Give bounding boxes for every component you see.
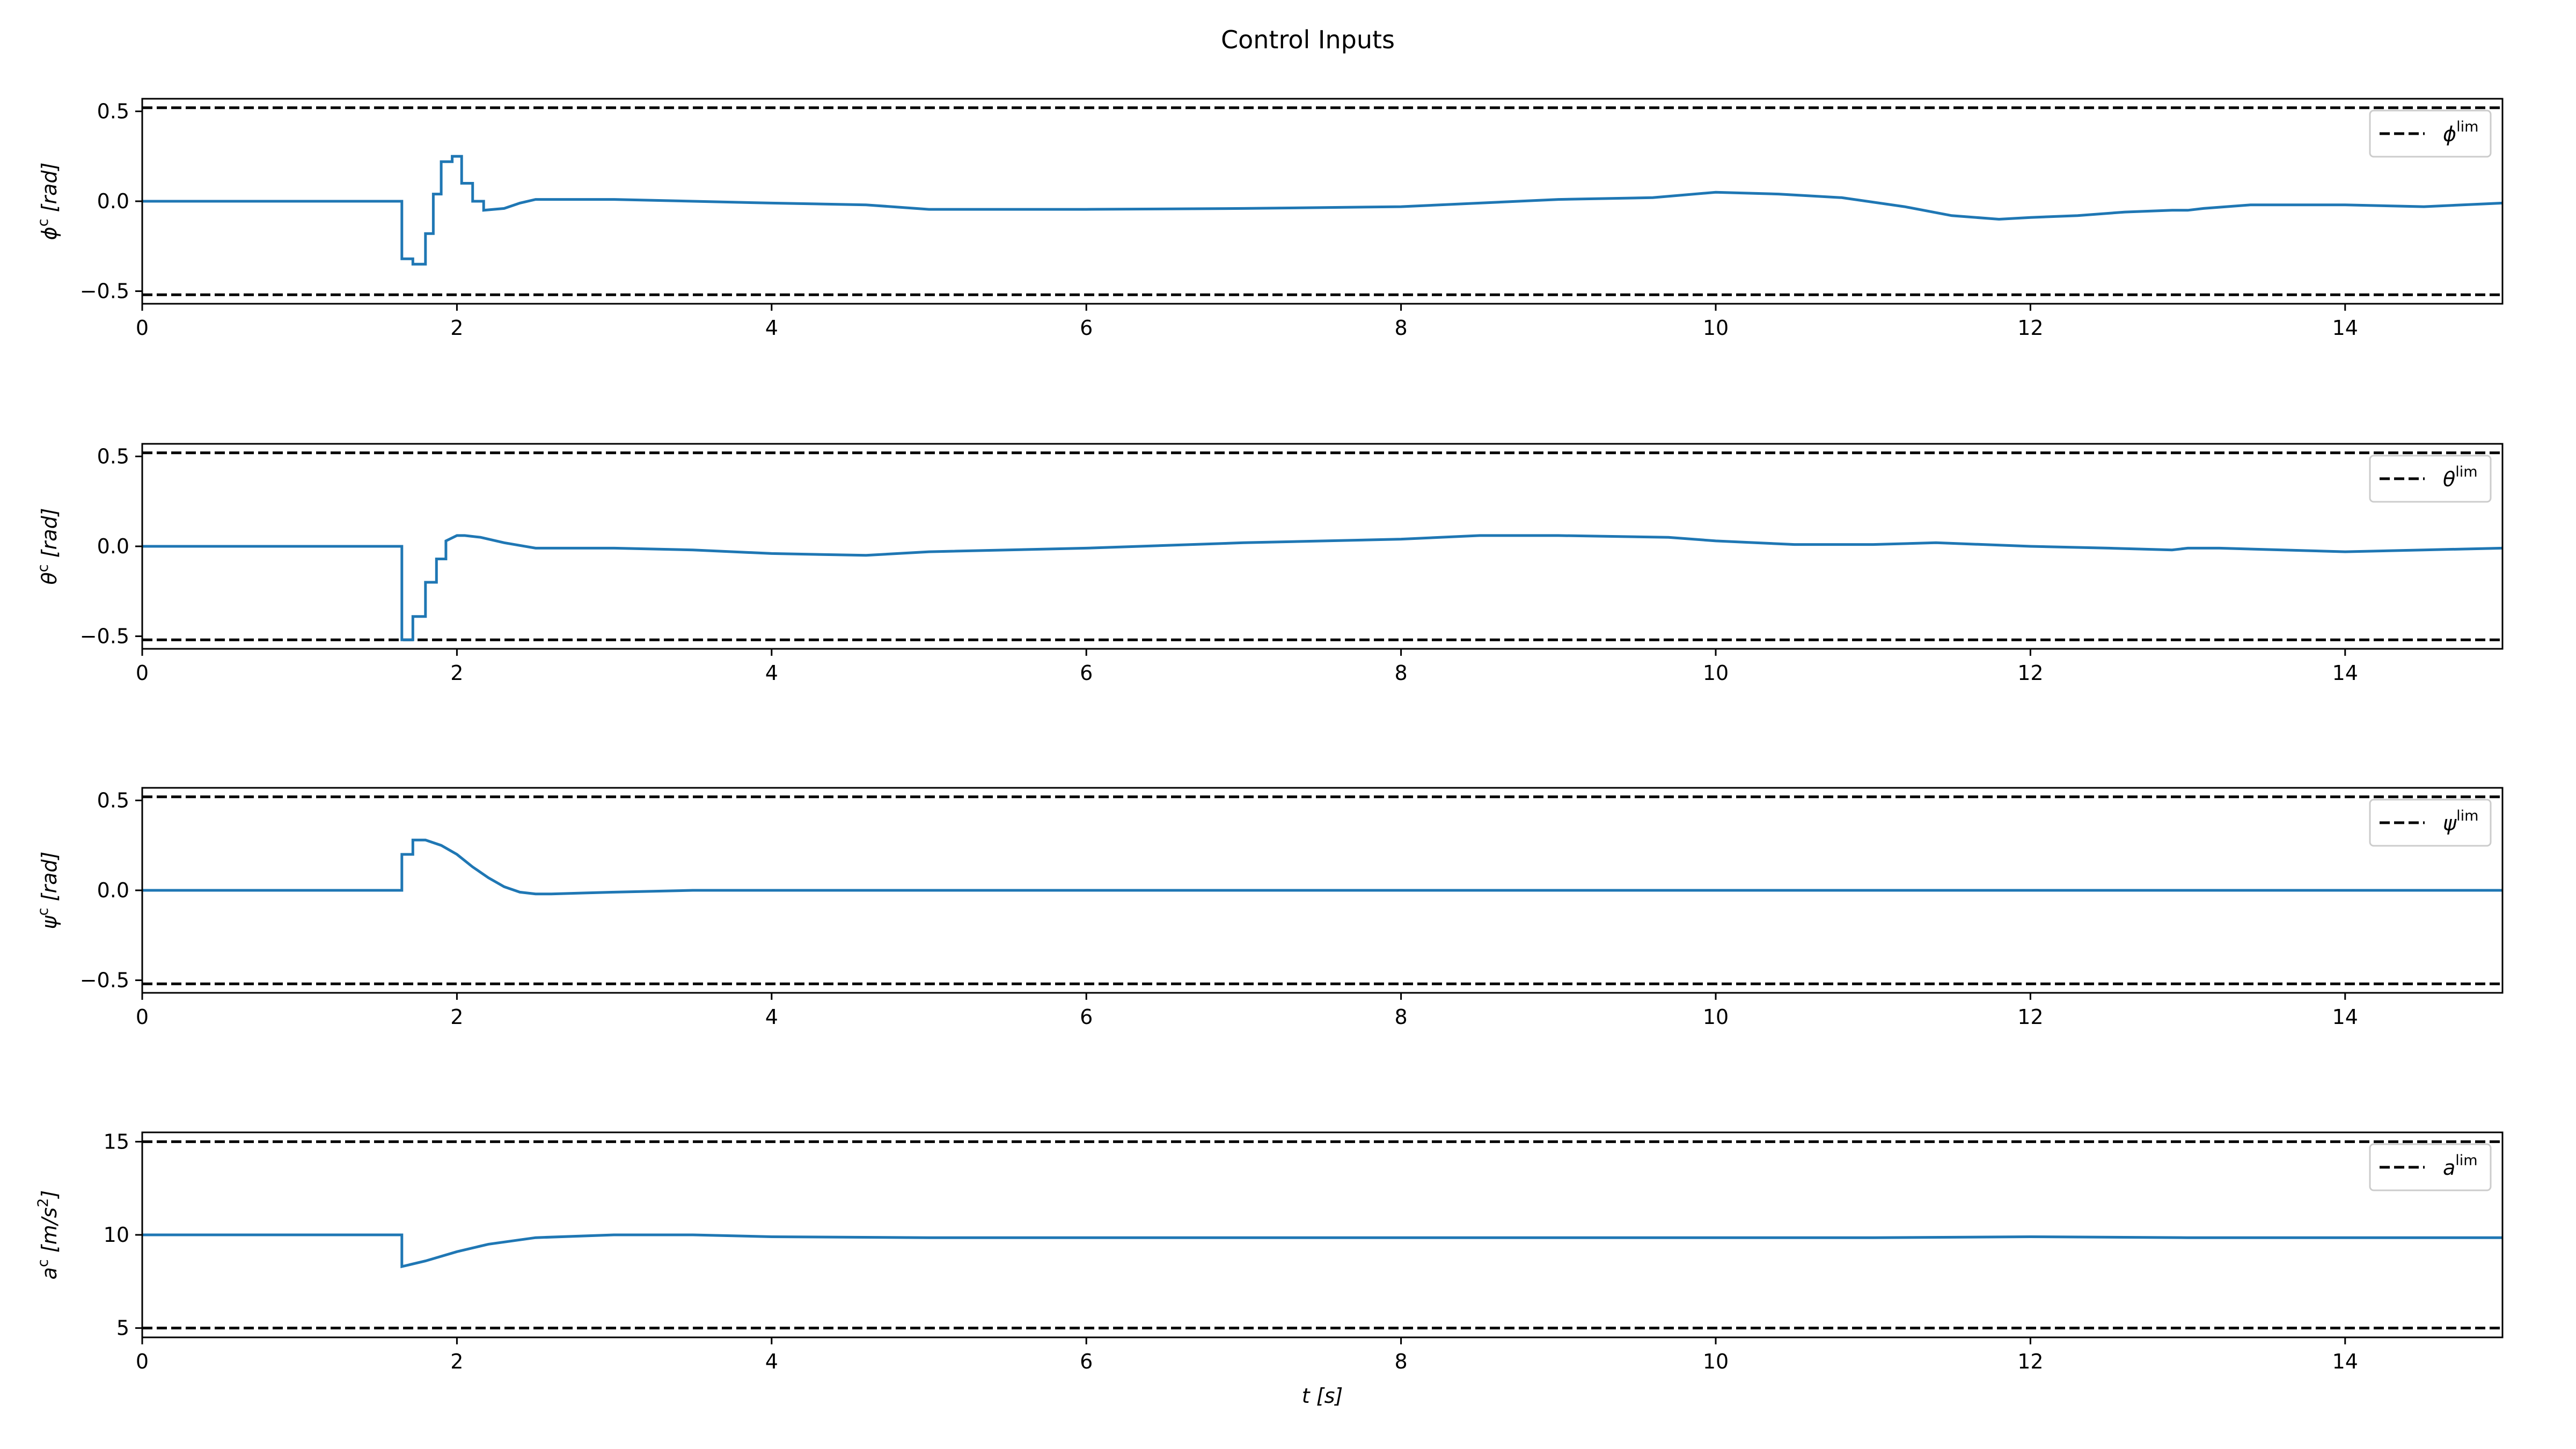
subplot-1: 0 2 4 6 8 10 12 14−0.50.00.5ϕc [rad]ϕlim [35, 98, 2504, 340]
y-tick-label: 0.0 [97, 189, 129, 213]
command-series-line [142, 534, 2502, 641]
y-axis-unit: [rad] [38, 508, 61, 565]
x-tick-label: 6 [1080, 661, 1093, 685]
y-axis-superscript: c [35, 1259, 52, 1267]
legend-superscript: lim [2455, 1152, 2477, 1169]
legend-superscript: lim [2456, 808, 2478, 824]
x-tick-label: 8 [1395, 316, 1408, 340]
x-tick-label: 2 [450, 316, 463, 340]
legend-box [2369, 799, 2492, 847]
command-series-line [142, 838, 2502, 896]
y-tick-label: 0.0 [97, 879, 129, 902]
x-tick-label: 0 [136, 661, 149, 685]
legend-superscript: lim [2455, 464, 2477, 480]
x-tick-label: 12 [2017, 1005, 2043, 1029]
legend-symbol: ψ [2443, 811, 2457, 835]
x-tick-label: 4 [765, 1005, 778, 1029]
x-tick-label: 10 [1703, 661, 1729, 685]
x-axis-symbol: t [1302, 1384, 1311, 1408]
x-axis-label: t [s] [1302, 1384, 1343, 1408]
legend-symbol: a [2443, 1156, 2455, 1180]
command-series-line [142, 155, 2502, 266]
y-axis-superscript: c [35, 218, 52, 226]
y-tick-label: 0.5 [97, 99, 129, 123]
legend-symbol: ϕ [2443, 122, 2456, 146]
legend-box [2369, 109, 2492, 158]
x-tick-label: 14 [2332, 661, 2358, 685]
legend: alim [2369, 1143, 2492, 1191]
x-tick-label: 2 [450, 1005, 463, 1029]
x-tick-label: 10 [1703, 1005, 1729, 1029]
legend: ψlim [2369, 799, 2492, 847]
y-axis-unit-end: ] [38, 1190, 61, 1199]
legend-box [2369, 455, 2492, 503]
legend-label: alim [2443, 1152, 2478, 1180]
figure-title: Control Inputs [1221, 25, 1395, 54]
y-axis-unit-superscript: 2 [35, 1198, 52, 1207]
legend-label: ϕlim [2443, 119, 2478, 146]
subplot-2: 0 2 4 6 8 10 12 14−0.50.00.5θc [rad]θlim [35, 443, 2504, 685]
y-axis-symbol: ϕ [38, 226, 61, 240]
y-tick-label: 0.0 [97, 535, 129, 558]
x-tick-label: 10 [1703, 316, 1729, 340]
legend-label: ψlim [2443, 808, 2478, 835]
x-tick-label: 0 [136, 1350, 149, 1373]
x-tick-label: 2 [450, 661, 463, 685]
y-axis-unit: [m/s [38, 1208, 61, 1260]
x-tick-label: 4 [765, 316, 778, 340]
x-tick-label: 6 [1080, 316, 1093, 340]
x-tick-label: 2 [450, 1350, 463, 1373]
x-tick-label: 14 [2332, 316, 2358, 340]
y-tick-label: 5 [116, 1316, 129, 1340]
y-tick-label: −0.5 [80, 625, 129, 648]
y-tick-label: −0.5 [80, 969, 129, 992]
y-axis-symbol: ψ [38, 915, 61, 929]
y-axis-unit: [rad] [38, 852, 61, 908]
y-tick-label: −0.5 [80, 280, 129, 303]
y-axis-label: ac [m/s2] [35, 1190, 61, 1280]
x-tick-label: 8 [1395, 661, 1408, 685]
x-tick-label: 8 [1395, 1350, 1408, 1373]
x-tick-label: 10 [1703, 1350, 1729, 1373]
y-axis-label: θc [rad] [35, 508, 61, 585]
x-tick-label: 8 [1395, 1005, 1408, 1029]
x-tick-label: 12 [2017, 661, 2043, 685]
legend: θlim [2369, 455, 2492, 503]
x-tick-label: 6 [1080, 1005, 1093, 1029]
y-axis-symbol: θ [38, 572, 61, 584]
x-tick-label: 12 [2017, 316, 2043, 340]
x-tick-label: 14 [2332, 1350, 2358, 1373]
subplot-3: 0 2 4 6 8 10 12 14−0.50.00.5ψc [rad]ψlim [35, 787, 2504, 1029]
x-tick-label: 4 [765, 661, 778, 685]
legend: ϕlim [2369, 109, 2492, 158]
y-tick-label: 0.5 [97, 788, 129, 812]
x-tick-label: 12 [2017, 1350, 2043, 1373]
x-tick-label: 6 [1080, 1350, 1093, 1373]
x-tick-label: 14 [2332, 1005, 2358, 1029]
y-axis-superscript: c [35, 908, 52, 916]
y-axis-label: ϕc [rad] [35, 163, 61, 240]
command-series-line [142, 1233, 2502, 1269]
y-tick-label: 15 [104, 1130, 129, 1153]
legend-superscript: lim [2456, 119, 2478, 135]
y-axis-unit: [rad] [38, 163, 61, 219]
x-axis-unit: [s] [1310, 1384, 1343, 1408]
legend-label: θlim [2443, 464, 2478, 491]
legend-box [2369, 1143, 2492, 1191]
y-axis-label: ψc [rad] [35, 852, 61, 930]
x-tick-label: 0 [136, 316, 149, 340]
y-axis-superscript: c [35, 564, 52, 572]
y-tick-label: 0.5 [97, 444, 129, 468]
x-tick-label: 0 [136, 1005, 149, 1029]
x-tick-label: 4 [765, 1350, 778, 1373]
y-axis-symbol: a [38, 1267, 61, 1279]
legend-symbol: θ [2443, 467, 2455, 491]
y-tick-label: 10 [104, 1223, 129, 1247]
